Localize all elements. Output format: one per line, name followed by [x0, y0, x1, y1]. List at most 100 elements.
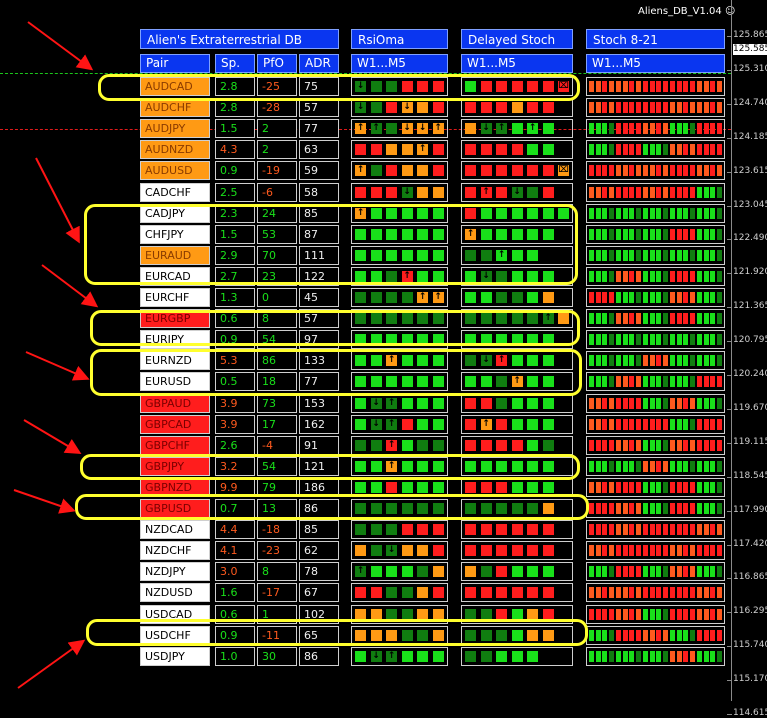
stoch-stripe — [643, 439, 648, 451]
table-row[interactable]: GBPCHF 2.6 -4 91 ↑ — [0, 435, 731, 457]
stoch-stripe — [635, 524, 641, 536]
rsi-signal-square — [355, 144, 366, 156]
stoch-stripe — [622, 397, 628, 409]
stoch-stripe — [635, 313, 641, 325]
stoch-stripe — [670, 629, 675, 641]
stoch-stripe — [595, 650, 601, 662]
pair-cell[interactable]: EURAUD — [140, 245, 210, 265]
table-row[interactable]: EURCAD 2.7 23 122 ↑ ↓ — [0, 266, 731, 288]
pair-cell[interactable]: NZDCHF — [140, 541, 210, 561]
pair-cell[interactable]: AUDUSD — [140, 161, 210, 181]
table-row[interactable]: EURAUD 2.9 70 111 ↑ — [0, 245, 731, 267]
pair-cell[interactable]: CADCHF — [140, 182, 210, 202]
stoch-stripe — [662, 566, 668, 578]
stoch-stripe — [616, 249, 621, 261]
pair-cell[interactable]: CHFJPY — [140, 224, 210, 244]
stoch-stripe — [635, 629, 641, 641]
table-row[interactable]: CADCHF 2.5 -6 58 ↓ ↑ ↓ — [0, 182, 731, 204]
pair-cell[interactable]: AUDCHF — [140, 98, 210, 118]
stoch-signal-square — [480, 397, 492, 409]
delayed-stoch-signal-box: ⌧ — [461, 77, 573, 96]
rsi-signal-square — [386, 81, 397, 92]
table-row[interactable]: CADJPY 2.3 24 85 ↑ — [0, 203, 731, 225]
table-row[interactable]: NZDJPY 3.0 8 78 ↑ — [0, 562, 731, 583]
pair-cell[interactable]: GBPCAD — [140, 414, 210, 434]
stoch-signal-square — [542, 545, 554, 557]
pair-cell[interactable]: EURUSD — [140, 372, 210, 392]
stoch-stripe — [656, 545, 661, 557]
rsi-signal-square — [370, 376, 382, 388]
table-row[interactable]: GBPAUD 3.9 73 153 ↓ ↑ — [0, 393, 731, 415]
pair-cell[interactable]: EURGBP — [140, 309, 210, 329]
stoch-stripe — [643, 608, 648, 620]
table-row[interactable]: AUDCAD 2.8 -25 75 ↓ ⌧ — [0, 77, 731, 98]
pair-cell[interactable]: GBPAUD — [140, 393, 210, 413]
stoch-stripe — [649, 566, 655, 578]
stoch-8-21-box — [586, 77, 725, 96]
pair-cell[interactable]: USDCAD — [140, 604, 210, 624]
table-row[interactable]: EURCHF 1.3 0 45 ↑ ↑ — [0, 288, 731, 309]
adr-cell: 65 — [299, 625, 339, 645]
stoch-stripe — [703, 186, 709, 198]
stoch-stripe — [608, 313, 614, 325]
pair-cell[interactable]: AUDCAD — [140, 77, 210, 96]
pair-cell[interactable]: USDJPY — [140, 646, 210, 666]
stoch-signal-square — [496, 334, 507, 346]
stoch-stripe — [662, 397, 668, 409]
pair-cell[interactable]: EURCAD — [140, 266, 210, 286]
pair-cell[interactable]: GBPUSD — [140, 499, 210, 518]
table-row[interactable]: AUDCHF 2.8 -28 57 ↓ ↓ — [0, 98, 731, 119]
table-row[interactable]: AUDNZD 4.3 2 63 ↑ — [0, 140, 731, 161]
table-row[interactable]: EURGBP 0.6 8 57 ↑ — [0, 309, 731, 330]
stoch-stripe — [616, 228, 621, 240]
stoch-stripe — [622, 144, 628, 156]
table-row[interactable]: GBPUSD 0.7 13 86 — [0, 499, 731, 520]
table-row[interactable]: EURNZD 5.3 86 133 ↑ ↓ ↑ — [0, 351, 731, 372]
table-row[interactable]: GBPJPY 3.2 54 121 ↑ — [0, 456, 731, 478]
stoch-stripe — [595, 524, 601, 536]
pair-cell[interactable]: AUDNZD — [140, 140, 210, 160]
table-row[interactable]: USDCHF 0.9 -11 65 — [0, 625, 731, 647]
table-row[interactable]: NZDCAD 4.4 -18 85 — [0, 520, 731, 541]
stoch-signal-square — [465, 165, 476, 177]
pair-cell[interactable]: GBPJPY — [140, 456, 210, 476]
table-row[interactable]: NZDUSD 1.6 -17 67 — [0, 583, 731, 604]
price-scale[interactable] — [731, 0, 767, 701]
stoch-signal-square — [465, 249, 476, 261]
pair-cell[interactable]: NZDJPY — [140, 562, 210, 582]
table-row[interactable]: CHFJPY 1.5 53 87 ↑ — [0, 224, 731, 246]
pair-cell[interactable]: NZDUSD — [140, 583, 210, 603]
stoch-stripe — [589, 313, 594, 325]
pair-cell[interactable]: EURCHF — [140, 288, 210, 307]
stoch-stripe — [595, 186, 601, 198]
pair-cell[interactable]: AUDJPY — [140, 119, 210, 139]
pair-cell[interactable]: GBPCHF — [140, 435, 210, 455]
rsi-signal-square — [401, 355, 413, 367]
stoch-stripe — [676, 292, 682, 303]
table-row[interactable]: GBPCAD 3.9 17 162 ↓ ↑ ↑ — [0, 414, 731, 436]
stoch-stripe — [689, 123, 695, 135]
table-row[interactable]: EURUSD 0.5 18 77 ↑ — [0, 372, 731, 393]
stoch-stripe — [662, 503, 668, 514]
spread-cell: 0.5 — [215, 372, 255, 392]
rsioma-signal-box: ↑ — [351, 266, 448, 286]
table-row[interactable]: AUDJPY 1.5 2 77 ↑ ↑ ↓ ↓ ↑ ↓ ↑ ↑ — [0, 119, 731, 140]
table-row[interactable]: USDJPY 1.0 30 86 ↓ ↑ — [0, 646, 731, 668]
table-row[interactable]: NZDCHF 4.1 -23 62 ↓ — [0, 541, 731, 562]
rsi-signal-square — [370, 608, 382, 620]
stoch-stripe — [622, 376, 628, 388]
rsi-signal-square — [355, 376, 366, 388]
rsi-signal-square: ↑ — [417, 144, 428, 156]
stoch-stripe — [643, 566, 648, 578]
stoch-stripe — [629, 228, 634, 240]
table-row[interactable]: AUDUSD 0.9 -19 59 ↑ ⌧ — [0, 161, 731, 182]
rsi-signal-square — [432, 481, 444, 493]
delayed-stoch-signal-box: ↑ — [461, 245, 573, 265]
table-row[interactable]: USDCAD 0.6 1 102 — [0, 604, 731, 626]
rsi-signal-square — [386, 102, 397, 114]
rsi-signal-square — [432, 587, 444, 599]
rsi-signal-square — [432, 249, 444, 261]
rsi-signal-square — [401, 292, 413, 303]
stoch-stripe — [716, 376, 722, 388]
pair-cell[interactable]: NZDCAD — [140, 520, 210, 540]
